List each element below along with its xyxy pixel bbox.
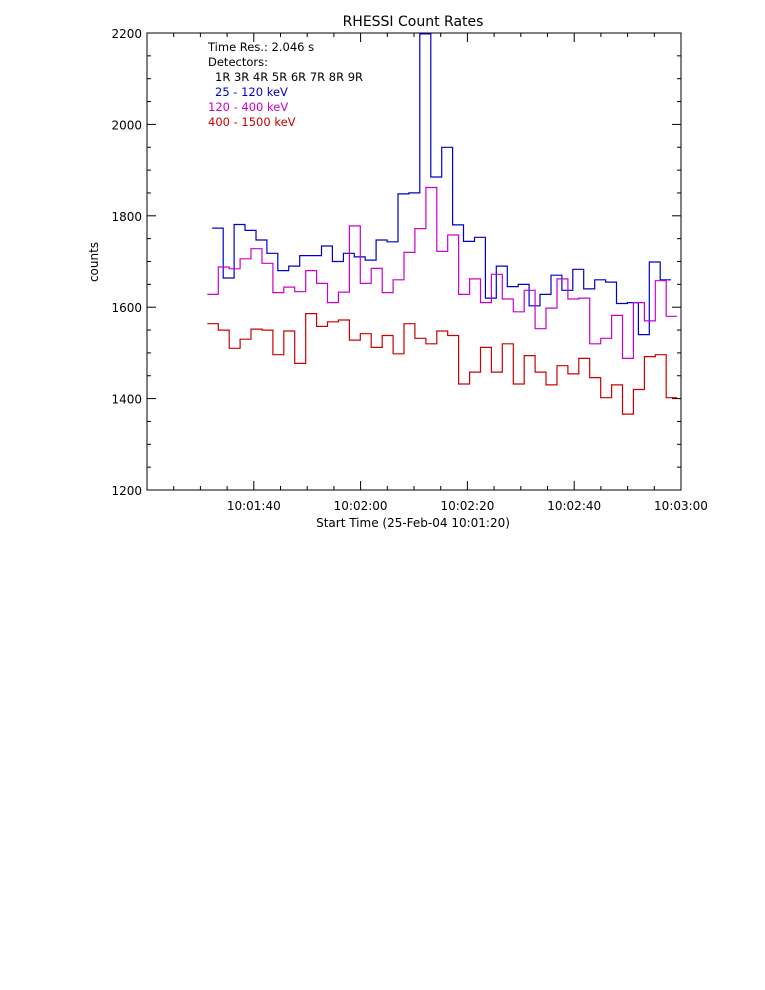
y-tick-label: 2200 <box>111 27 142 41</box>
y-tick-label: 2000 <box>111 118 142 132</box>
y-tick-label: 1200 <box>111 484 142 498</box>
legend: Time Res.: 2.046 s Detectors: 1R 3R 4R 5… <box>207 40 363 129</box>
y-tick-label: 1600 <box>111 301 142 315</box>
x-tick-label: 10:01:40 <box>227 499 281 513</box>
legend-entry-25-120: 25 - 120 keV <box>215 85 288 99</box>
x-axis-title: Start Time (25-Feb-04 10:01:20) <box>316 516 510 530</box>
axes: 10:01:40 10:02:00 10:02:20 10:02:40 10:03:00… <box>111 27 708 513</box>
annotation-time-res: Time Res.: 2.046 s <box>207 40 314 54</box>
annotation-detectors: 1R 3R 4R 5R 6R 7R 8R 9R <box>215 70 363 84</box>
y-axis-title: counts <box>87 242 101 282</box>
series-line-120-400keV <box>207 186 678 359</box>
x-tick-label: 10:02:20 <box>440 499 494 513</box>
legend-entry-120-400: 120 - 400 keV <box>208 100 288 114</box>
series-group <box>207 33 678 415</box>
x-tick-label: 10:02:40 <box>547 499 601 513</box>
x-tick-label: 10:03:00 <box>654 499 708 513</box>
y-tick-label: 1400 <box>111 393 142 407</box>
x-tick-label: 10:02:00 <box>334 499 388 513</box>
series-line-25-120keV <box>212 33 672 336</box>
chart-title: RHESSI Count Rates <box>343 14 484 30</box>
y-tick-label: 1800 <box>111 210 142 224</box>
annotation-detectors-title: Detectors: <box>208 55 268 69</box>
series-line-400-1500keV <box>207 313 678 415</box>
legend-entry-400-1500: 400 - 1500 keV <box>208 115 296 129</box>
